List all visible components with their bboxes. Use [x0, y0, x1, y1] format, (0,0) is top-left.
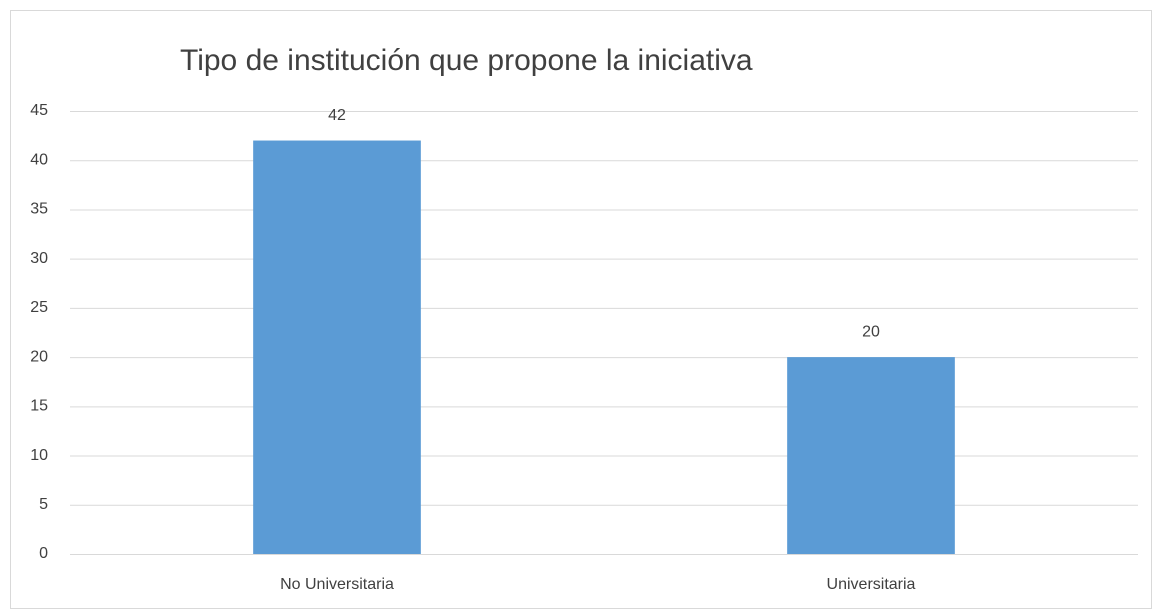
x-tick-label: No Universitaria	[280, 576, 394, 593]
y-tick-label: 30	[30, 250, 48, 267]
bar	[253, 140, 421, 555]
x-tick-label: Universitaria	[827, 576, 916, 593]
y-tick-label: 10	[30, 447, 48, 464]
chart-border	[10, 10, 1152, 609]
y-tick-label: 40	[30, 151, 48, 168]
y-tick-label: 25	[30, 299, 48, 316]
chart-title: Tipo de institución que propone la inici…	[180, 44, 753, 77]
data-label: 42	[328, 107, 346, 124]
y-tick-label: 0	[39, 545, 48, 562]
y-tick-label: 5	[39, 496, 48, 513]
y-tick-label: 45	[30, 102, 48, 119]
y-tick-label: 20	[30, 348, 48, 365]
data-label: 20	[862, 323, 880, 340]
y-tick-label: 15	[30, 398, 48, 415]
y-tick-label: 35	[30, 201, 48, 218]
bar	[787, 357, 955, 554]
